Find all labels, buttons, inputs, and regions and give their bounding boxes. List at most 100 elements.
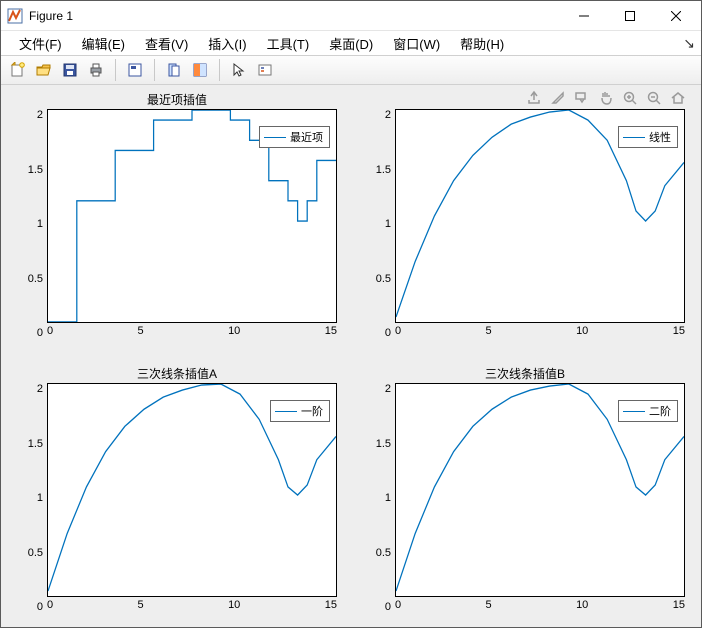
legend[interactable]: 最近项 (259, 126, 330, 148)
y-tick-label: 2 (385, 383, 391, 395)
x-tick-label: 15 (673, 599, 685, 613)
subplot-2: 21.510.50线性051015 (365, 91, 685, 339)
legend-swatch (623, 411, 645, 412)
maximize-button[interactable] (607, 1, 653, 31)
x-tick-label: 10 (576, 325, 588, 339)
axes[interactable]: 二阶 (395, 383, 685, 597)
legend[interactable]: 二阶 (618, 400, 678, 422)
y-tick-label: 1 (385, 218, 391, 230)
axes[interactable]: 最近项 (47, 109, 337, 323)
new-figure-icon[interactable] (7, 59, 29, 81)
menu-view[interactable]: 查看(V) (135, 32, 198, 55)
menu-insert[interactable]: 插入(I) (198, 32, 256, 55)
y-axis: 2 1.5 1 0.5 0 (17, 383, 47, 613)
x-tick-label: 5 (486, 599, 492, 613)
y-tick-label: 1 (37, 492, 43, 504)
y-tick-label: 0 (37, 601, 43, 613)
window-title: Figure 1 (29, 9, 73, 23)
y-tick-label: 0.5 (28, 273, 43, 285)
legend-swatch (275, 411, 297, 412)
x-tick-label: 0 (395, 325, 401, 339)
x-axis: 051015 (395, 323, 685, 339)
subplot-title: 三次线条插值B (365, 365, 685, 381)
colorbar-icon[interactable] (189, 59, 211, 81)
dock-arrow-icon[interactable]: ↘ (683, 35, 695, 52)
x-tick-label: 0 (47, 325, 53, 339)
matlab-figure-icon (7, 8, 23, 24)
menu-help[interactable]: 帮助(H) (450, 32, 514, 55)
y-tick-label: 0.5 (376, 547, 391, 559)
figure-area: 最近项插值21.510.50最近项05101521.510.50线性051015… (1, 85, 701, 627)
x-axis: 0 5 10 15 (47, 323, 337, 339)
menubar: 文件(F) 编辑(E) 查看(V) 插入(I) 工具(T) 桌面(D) 窗口(W… (1, 31, 701, 55)
x-tick-label: 0 (395, 599, 401, 613)
datatip-icon[interactable] (124, 59, 146, 81)
minimize-button[interactable] (561, 1, 607, 31)
y-tick-label: 2 (37, 109, 43, 121)
menu-desktop[interactable]: 桌面(D) (319, 32, 383, 55)
plot-wrap: 2 1.5 1 0.5 0 一阶 0 5 10 15 (17, 383, 337, 613)
subplot-title: 三次线条插值A (17, 365, 337, 381)
legend-label: 二阶 (649, 403, 671, 419)
x-tick-label: 5 (138, 599, 144, 613)
x-tick-label: 5 (138, 325, 144, 339)
legend-label: 线性 (649, 129, 671, 145)
legend-label: 最近项 (290, 129, 323, 145)
y-tick-label: 2 (37, 383, 43, 395)
subplot-4: 三次线条插值B 2 1.5 1 0.5 0 二阶 0 5 10 15 (365, 365, 685, 613)
y-tick-label: 0.5 (376, 273, 391, 285)
print-icon[interactable] (85, 59, 107, 81)
y-tick-label: 1 (385, 492, 391, 504)
legend-icon[interactable] (254, 59, 276, 81)
y-axis: 2 1.5 1 0.5 0 (365, 109, 395, 339)
legend-swatch (623, 137, 645, 138)
y-tick-label: 1 (37, 218, 43, 230)
x-tick-label: 15 (673, 325, 685, 339)
x-tick-label: 0 (47, 599, 53, 613)
y-tick-label: 0 (385, 601, 391, 613)
toolbar-separator (115, 59, 116, 81)
toolbar-separator (154, 59, 155, 81)
y-tick-label: 1.5 (376, 164, 391, 176)
titlebar: Figure 1 (1, 1, 701, 31)
y-tick-label: 0.5 (28, 547, 43, 559)
y-tick-label: 1.5 (376, 438, 391, 450)
x-tick-label: 10 (576, 599, 588, 613)
subplot-1: 最近项插值21.510.50最近项051015 (17, 91, 337, 339)
y-tick-label: 0 (37, 327, 43, 339)
x-axis: 0 5 10 15 (47, 597, 337, 613)
legend[interactable]: 一阶 (270, 400, 330, 422)
axes[interactable]: 一阶 (47, 383, 337, 597)
link-icon[interactable] (163, 59, 185, 81)
menu-edit[interactable]: 编辑(E) (72, 32, 135, 55)
pointer-icon[interactable] (228, 59, 250, 81)
y-axis: 2 1.5 1 0.5 0 (365, 383, 395, 613)
y-tick-label: 2 (385, 109, 391, 121)
axes[interactable]: 线性 (395, 109, 685, 323)
save-icon[interactable] (59, 59, 81, 81)
y-tick-label: 1.5 (28, 164, 43, 176)
figure-window: Figure 1 文件(F) 编辑(E) 查看(V) 插入(I) 工具(T) 桌… (0, 0, 702, 628)
plot-wrap: 2 1.5 1 0.5 0 最近项 0 5 10 15 (17, 109, 337, 339)
subplot-3: 三次线条插值A 2 1.5 1 0.5 0 一阶 0 5 10 15 (17, 365, 337, 613)
y-tick-label: 1.5 (28, 438, 43, 450)
open-icon[interactable] (33, 59, 55, 81)
legend[interactable]: 线性 (618, 126, 678, 148)
toolbar-separator (219, 59, 220, 81)
x-tick-label: 15 (325, 599, 337, 613)
legend-swatch (264, 137, 286, 138)
window-controls (561, 1, 699, 31)
menu-file[interactable]: 文件(F) (9, 32, 72, 55)
menu-window[interactable]: 窗口(W) (383, 32, 450, 55)
close-button[interactable] (653, 1, 699, 31)
legend-label: 一阶 (301, 403, 323, 419)
x-tick-label: 15 (325, 325, 337, 339)
x-tick-label: 10 (228, 599, 240, 613)
subplot-grid: 最近项插值21.510.50最近项05101521.510.50线性051015… (17, 91, 685, 613)
y-axis: 2 1.5 1 0.5 0 (17, 109, 47, 339)
menu-tools[interactable]: 工具(T) (257, 32, 320, 55)
figure-toolbar (1, 55, 701, 85)
y-tick-label: 0 (385, 327, 391, 339)
plot-wrap: 2 1.5 1 0.5 0 二阶 0 5 10 15 (365, 383, 685, 613)
x-tick-label: 10 (228, 325, 240, 339)
